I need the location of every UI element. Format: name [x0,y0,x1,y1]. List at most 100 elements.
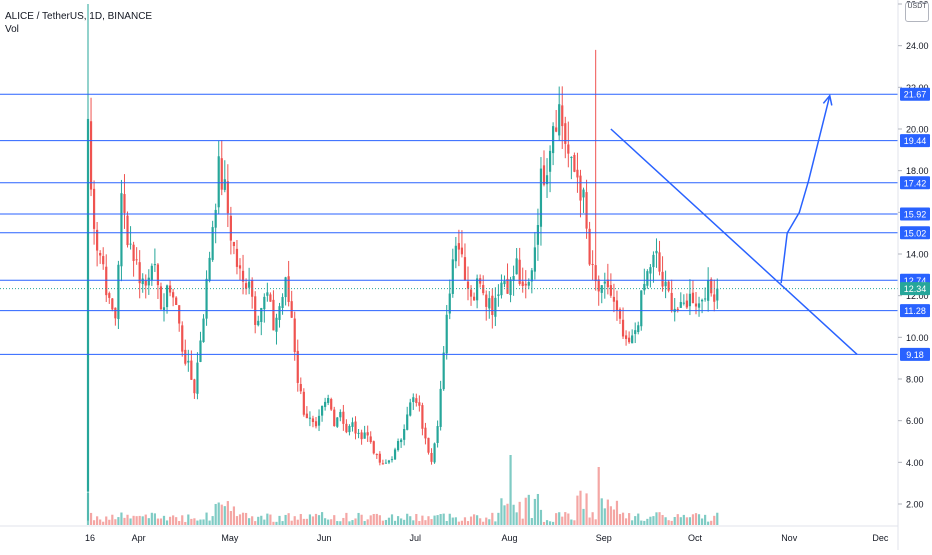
volume-bar [357,512,360,525]
price-tick-label: 2.00 [906,500,924,510]
volume-bar [479,518,482,525]
volume-bar [333,515,336,525]
symbol-title[interactable]: ALICE / TetherUS, 1D, BINANCE [5,11,153,22]
candle [618,307,622,324]
volume-bar [105,516,108,525]
horizontal-levels[interactable] [0,93,898,355]
candle [594,49,597,291]
candle-body [360,432,363,440]
volume-bar [606,499,609,525]
candle [542,150,546,187]
candle [320,405,324,422]
candle-body [308,417,312,419]
candle-body [257,320,260,326]
candle-body [141,278,144,285]
candle [293,311,296,361]
level-badge-box [900,207,930,221]
candle [120,179,123,282]
time-axis[interactable]: 16 Apr May Jun Jul Aug Sep Oct Nov Dec [0,525,898,543]
last-price-box [900,282,930,296]
candle-body [555,127,558,132]
candle-body [293,318,296,352]
volume-bar [512,504,515,525]
candle [697,296,701,317]
volume-bar [409,516,412,525]
candle-body [351,422,354,427]
volume-bar [646,518,649,525]
candle-body [284,277,287,298]
candle-body [700,299,704,302]
candle [363,425,366,439]
candle-body [378,453,381,463]
candle-body [558,104,561,136]
candle [232,241,236,255]
projection-path[interactable] [780,95,831,284]
candle [561,86,564,149]
candle [260,307,263,336]
trendline[interactable] [610,128,858,355]
volume-bar [518,501,521,525]
candle-body [317,415,321,426]
candle [558,86,561,141]
volume-bar [248,518,251,525]
volume-bar [649,516,652,525]
currency-badge[interactable]: USDT [905,2,929,22]
candle-body [400,439,403,443]
candle [688,279,692,316]
volume-bar [144,514,147,525]
candle [345,419,348,434]
candle-body [518,259,521,284]
candle [628,331,631,344]
candle-body [658,252,661,272]
volume-bar [548,521,552,525]
candle-body [311,418,315,423]
volume-bar [339,521,342,525]
volume-bar [299,514,302,525]
candle [445,305,448,360]
candle-body [655,250,658,254]
volume-bar [573,520,576,525]
drawings[interactable] [610,93,858,355]
volume-bar [533,498,536,525]
candle [314,417,318,429]
volume-bar [503,505,506,525]
volume-bar [424,520,427,525]
candle [117,260,120,330]
time-tick-label: Nov [781,533,798,543]
candle [409,398,412,417]
candle [178,305,181,332]
volume-bar [418,521,421,525]
candle-body [275,317,278,332]
candle [333,406,336,427]
candle [172,288,175,307]
time-tick-label: Oct [688,533,703,543]
volume-bar [211,516,214,525]
candle [667,280,670,293]
candle [488,291,491,319]
candle-body [503,281,506,285]
level-badge-box [900,87,930,101]
candle [567,121,570,168]
candle-body [144,280,147,286]
candle-body [466,281,470,289]
volume-bar [196,520,199,525]
level-badge: 21.67 [900,87,930,101]
candle [415,393,418,407]
volume-bar [232,506,236,525]
candle [226,164,229,228]
candle [454,236,457,269]
volume-bar [691,514,695,525]
volume-bar [165,520,169,525]
volume-bar [156,518,160,525]
candle [652,251,655,283]
volume-legend-label[interactable]: Vol [5,24,19,35]
candle-body [211,227,214,260]
volume-bar [412,520,415,525]
candle [366,425,369,442]
price-tick-label: 10.00 [906,333,929,343]
volume-bar [421,515,424,525]
candle [357,428,360,439]
candle-body [527,281,530,286]
